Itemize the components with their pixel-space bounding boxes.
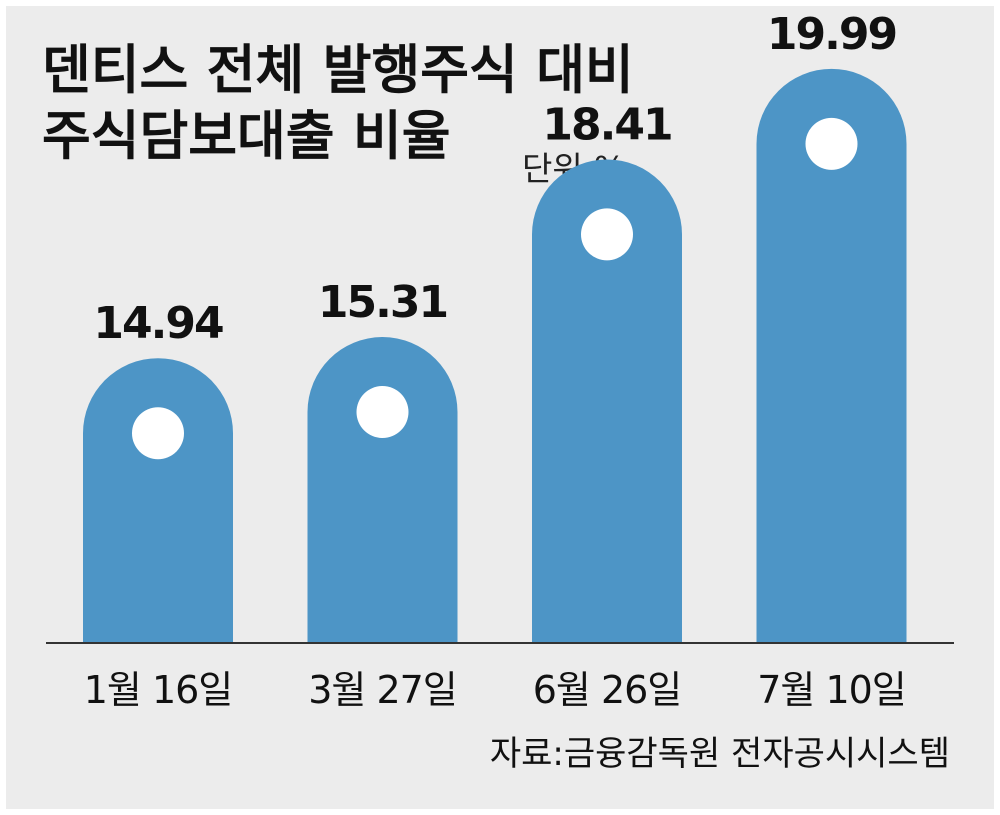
category-label-1: 1월 16일 bbox=[84, 668, 233, 712]
bar-1 bbox=[83, 358, 233, 643]
chart-title-line-1: 덴티스 전체 발행주식 대비 bbox=[42, 40, 634, 101]
category-label-3: 6월 26일 bbox=[533, 668, 682, 712]
bar-3 bbox=[532, 159, 682, 643]
bar-2 bbox=[307, 337, 458, 643]
bar-dot-2 bbox=[356, 386, 409, 439]
value-label-4: 19.99 bbox=[767, 9, 896, 60]
bar-dot-1 bbox=[132, 407, 184, 460]
value-label-1: 14.94 bbox=[93, 298, 223, 349]
category-label-2: 3월 27일 bbox=[308, 668, 457, 712]
value-label-2: 15.31 bbox=[318, 277, 447, 328]
category-label-4: 7월 10일 bbox=[757, 668, 906, 712]
bar-4 bbox=[756, 68, 907, 643]
bar-dot-4 bbox=[805, 117, 858, 170]
source-note: 자료:금융감독원 전자공시시스템 bbox=[489, 734, 950, 774]
bar-dot-3 bbox=[581, 208, 633, 261]
value-label-3: 18.41 bbox=[542, 99, 671, 150]
chart-title: 덴티스 전체 발행주식 대비 주식담보대출 비율 bbox=[42, 38, 634, 170]
chart-title-line-2: 주식담보대출 비율 bbox=[42, 106, 451, 167]
